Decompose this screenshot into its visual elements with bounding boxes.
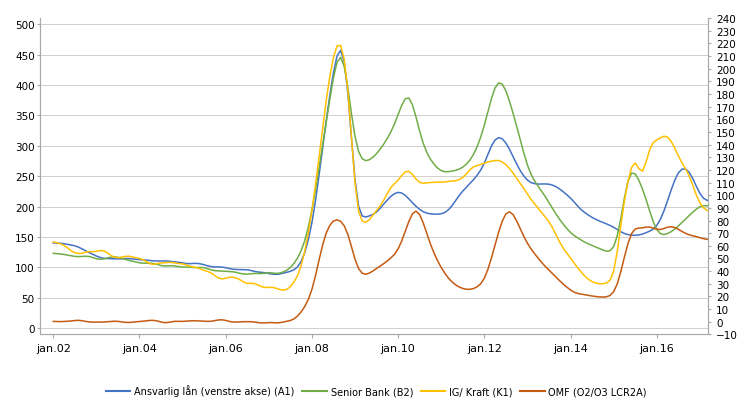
Legend: Ansvarlig lån (venstre akse) (A1), Senior Bank (B2), IG/ Kraft (K1), OMF (O2/O3 : Ansvarlig lån (venstre akse) (A1), Senio…: [102, 381, 651, 400]
